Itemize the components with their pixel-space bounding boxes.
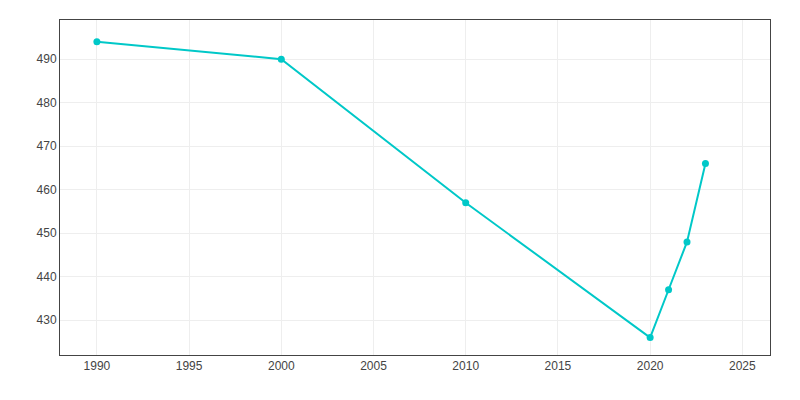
svg-text:1995: 1995 [176,359,203,373]
svg-text:2015: 2015 [545,359,572,373]
svg-text:2020: 2020 [637,359,664,373]
svg-text:2005: 2005 [360,359,387,373]
svg-text:2000: 2000 [268,359,295,373]
svg-text:440: 440 [37,270,57,284]
svg-text:2010: 2010 [452,359,479,373]
svg-text:480: 480 [37,96,57,110]
svg-text:460: 460 [37,183,57,197]
svg-text:430: 430 [37,313,57,327]
svg-text:470: 470 [37,139,57,153]
svg-text:2025: 2025 [729,359,756,373]
svg-text:490: 490 [37,52,57,66]
svg-text:1990: 1990 [84,359,111,373]
svg-text:450: 450 [37,226,57,240]
